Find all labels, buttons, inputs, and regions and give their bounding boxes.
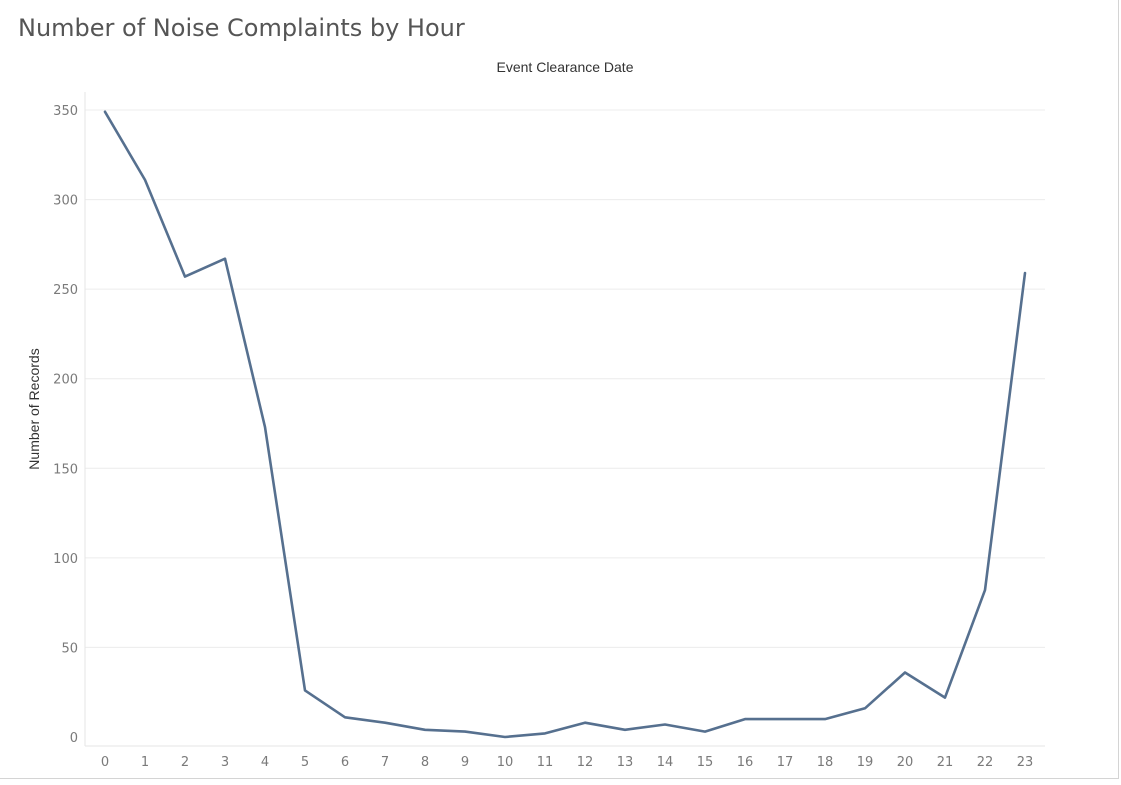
data-point[interactable] — [861, 704, 869, 712]
x-tick-label: 1 — [141, 755, 149, 770]
x-axis-header: Event Clearance Date — [497, 59, 634, 75]
y-tick-labels: 0 50 100 150 200 250 300 350 — [53, 104, 78, 746]
x-tick-label: 0 — [101, 755, 109, 770]
y-tick-label: 300 — [53, 194, 78, 209]
y-axis-title: Number of Records — [26, 348, 42, 469]
data-point[interactable] — [821, 715, 829, 723]
y-tick-label: 250 — [53, 283, 78, 298]
x-tick-label: 3 — [221, 755, 229, 770]
data-point[interactable] — [421, 726, 429, 734]
data-point[interactable] — [981, 586, 989, 594]
data-point[interactable] — [701, 728, 709, 736]
data-point[interactable] — [501, 733, 509, 741]
gridlines — [85, 110, 1045, 647]
x-tick-label: 19 — [857, 755, 874, 770]
x-tick-label: 12 — [577, 755, 594, 770]
x-tick-label: 10 — [497, 755, 514, 770]
data-point[interactable] — [381, 719, 389, 727]
data-point[interactable] — [101, 108, 109, 116]
data-point[interactable] — [1021, 269, 1029, 277]
x-tick-label: 11 — [537, 755, 554, 770]
series-line — [105, 112, 1025, 737]
x-tick-label: 16 — [737, 755, 754, 770]
y-tick-label: 0 — [70, 731, 78, 746]
data-point[interactable] — [621, 726, 629, 734]
x-tick-label: 13 — [617, 755, 634, 770]
data-point[interactable] — [581, 719, 589, 727]
data-point[interactable] — [261, 423, 269, 431]
x-tick-label: 15 — [697, 755, 714, 770]
x-tick-label: 8 — [421, 755, 429, 770]
data-point[interactable] — [741, 715, 749, 723]
x-tick-label: 6 — [341, 755, 349, 770]
x-tick-label: 21 — [937, 755, 954, 770]
data-point[interactable] — [901, 669, 909, 677]
x-tick-labels: 0 1 2 3 4 5 6 7 8 9 10 11 12 13 14 15 16 17 18 19 20 21 22 23 — [101, 755, 1033, 770]
data-point[interactable] — [781, 715, 789, 723]
x-tick-label: 22 — [977, 755, 994, 770]
data-point[interactable] — [221, 255, 229, 263]
x-tick-label: 17 — [777, 755, 794, 770]
series — [101, 108, 1029, 741]
x-tick-label: 5 — [301, 755, 309, 770]
x-tick-label: 23 — [1017, 755, 1034, 770]
x-tick-label: 2 — [181, 755, 189, 770]
data-point[interactable] — [181, 273, 189, 281]
data-point[interactable] — [141, 176, 149, 184]
y-tick-label: 200 — [53, 373, 78, 388]
data-point[interactable] — [341, 713, 349, 721]
x-tick-label: 14 — [657, 755, 674, 770]
data-point[interactable] — [301, 686, 309, 694]
y-tick-label: 100 — [53, 552, 78, 567]
y-tick-label: 350 — [53, 104, 78, 119]
x-tick-label: 7 — [381, 755, 389, 770]
x-tick-label: 4 — [261, 755, 269, 770]
data-point[interactable] — [461, 728, 469, 736]
y-tick-label: 50 — [61, 641, 78, 656]
data-point[interactable] — [941, 694, 949, 702]
y-tick-label: 150 — [53, 462, 78, 477]
data-point[interactable] — [541, 729, 549, 737]
x-tick-label: 20 — [897, 755, 914, 770]
data-point[interactable] — [661, 720, 669, 728]
x-tick-label: 9 — [461, 755, 469, 770]
x-tick-label: 18 — [817, 755, 834, 770]
